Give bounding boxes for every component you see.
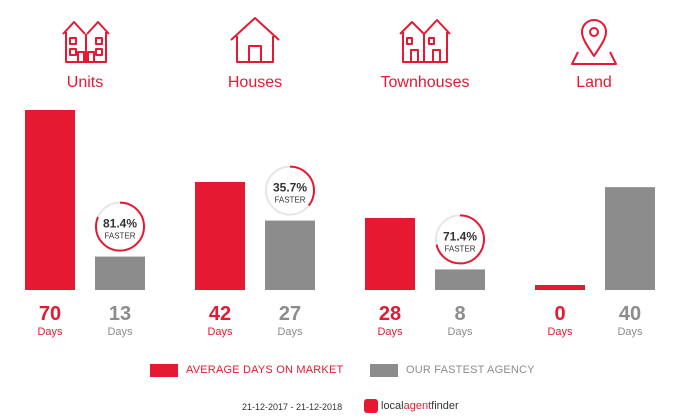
bar-market-units [25, 110, 75, 290]
value-label-market-land: 0 [554, 303, 565, 325]
unit-label-agency-units: Days [107, 326, 133, 338]
townhouses-icon [399, 19, 451, 63]
category-label-townhouses: Townhouses [380, 74, 470, 91]
bar-agency-houses [265, 220, 315, 290]
unit-label-market-land: Days [547, 326, 573, 338]
badge-progress-units [95, 201, 145, 252]
category-label-land: Land [576, 74, 612, 91]
bar-agency-units [95, 256, 145, 290]
unit-label-market-units: Days [37, 326, 63, 338]
house-icon [230, 17, 280, 63]
brand-logo: localagentfinder [364, 398, 459, 414]
bar-agency-land [605, 187, 655, 290]
value-label-agency-units: 13 [109, 303, 131, 325]
bar-agency-townhouses [435, 269, 485, 290]
value-label-agency-houses: 27 [279, 303, 301, 325]
value-label-market-townhouses: 28 [379, 303, 401, 325]
bar-market-land [535, 285, 585, 290]
badge-percent-units: 81.4% [103, 217, 137, 231]
legend-label-market: AVERAGE DAYS ON MARKET [186, 364, 344, 376]
badge-faster-townhouses: FASTER [444, 244, 475, 253]
unit-label-market-houses: Days [207, 326, 233, 338]
bar-market-houses [195, 182, 245, 290]
category-label-houses: Houses [227, 74, 283, 91]
legend-swatch-agency [370, 364, 398, 377]
bar-market-townhouses [365, 218, 415, 290]
value-label-agency-townhouses: 8 [454, 303, 465, 325]
legend-label-agency: OUR FASTEST AGENCY [406, 364, 535, 376]
value-label-market-houses: 42 [209, 303, 231, 325]
brand-name: localagentfinder [381, 400, 459, 412]
category-label-units: Units [66, 74, 104, 91]
unit-label-market-townhouses: Days [377, 326, 403, 338]
legend-swatch-market [150, 364, 178, 377]
badge-faster-units: FASTER [104, 232, 135, 241]
unit-label-agency-townhouses: Days [447, 326, 473, 338]
badge-faster-houses: FASTER [274, 196, 305, 205]
badge-percent-townhouses: 71.4% [443, 229, 477, 243]
unit-label-agency-land: Days [617, 326, 643, 338]
unit-label-agency-houses: Days [277, 326, 303, 338]
badge-progress-houses [265, 165, 315, 216]
units-icon [62, 21, 110, 63]
date-range: 21-12-2017 - 21-12-2018 [242, 402, 343, 412]
value-label-agency-land: 40 [619, 303, 641, 325]
land-pin-icon [571, 19, 617, 65]
value-label-market-units: 70 [39, 303, 61, 325]
brand-badge-icon [364, 399, 378, 413]
badge-progress-townhouses [435, 214, 485, 265]
badge-percent-houses: 35.7% [273, 181, 307, 195]
